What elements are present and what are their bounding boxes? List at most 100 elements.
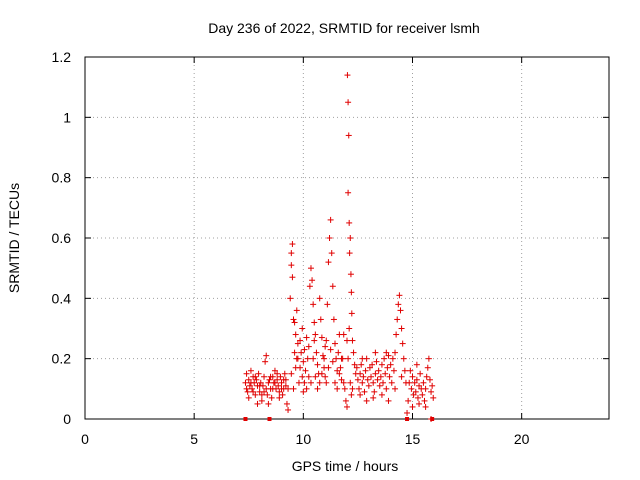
y-axis-label: SRMTID / TECUs (6, 183, 22, 293)
y-tick-label: 0.8 (52, 170, 72, 186)
data-point (376, 382, 383, 389)
data-point (252, 391, 259, 398)
data-point (340, 379, 347, 386)
data-point (258, 397, 265, 404)
data-point (250, 388, 257, 395)
data-point (243, 385, 250, 392)
data-point (301, 379, 308, 386)
data-point (265, 400, 272, 407)
data-point (368, 373, 375, 380)
data-point (364, 376, 371, 383)
data-point (277, 373, 284, 380)
data-point (345, 355, 352, 362)
data-point (243, 370, 250, 377)
data-point (420, 379, 427, 386)
data-point (389, 355, 396, 362)
data-point (318, 334, 325, 341)
data-point (347, 235, 354, 241)
data-point (328, 250, 335, 257)
x-tick-label: 5 (190, 431, 198, 447)
data-point (407, 367, 414, 374)
data-point (421, 397, 428, 404)
data-point (344, 403, 350, 410)
data-point (316, 379, 323, 386)
data-point (369, 361, 376, 368)
data-point (264, 391, 271, 398)
data-point (429, 382, 436, 389)
data-point (365, 382, 372, 389)
data-point (271, 367, 278, 374)
data-point (417, 370, 424, 377)
data-point (304, 355, 311, 362)
data-point (289, 241, 296, 248)
data-points (242, 72, 437, 422)
data-point (318, 370, 325, 377)
data-point (385, 397, 392, 404)
data-point (394, 316, 401, 323)
data-point (397, 307, 404, 314)
data-point (287, 295, 294, 302)
data-point (293, 307, 300, 314)
data-point (416, 400, 423, 407)
data-point (301, 346, 308, 353)
data-point (372, 349, 379, 356)
data-point (280, 385, 287, 392)
data-point (347, 271, 354, 278)
data-point (256, 382, 263, 389)
data-point (344, 337, 350, 344)
data-point (395, 301, 402, 308)
data-point (257, 379, 264, 386)
data-point (408, 385, 415, 392)
data-point (325, 364, 332, 371)
data-point (359, 355, 366, 362)
data-point (288, 262, 295, 269)
data-point (302, 367, 309, 374)
data-point (244, 388, 251, 395)
data-point (282, 382, 289, 389)
data-point (300, 388, 307, 395)
zero-marker (430, 417, 435, 421)
data-point (269, 385, 276, 392)
data-point (253, 376, 260, 383)
data-point (337, 364, 344, 371)
data-point (292, 331, 299, 338)
data-point (313, 349, 320, 356)
data-point (393, 331, 400, 338)
data-point (289, 274, 296, 281)
data-point (384, 364, 391, 371)
data-point (387, 361, 394, 368)
data-point (375, 367, 382, 374)
data-point (348, 391, 355, 398)
data-point (425, 355, 432, 362)
data-point (265, 379, 272, 386)
data-point (314, 385, 321, 392)
data-point (347, 379, 354, 386)
data-point (371, 388, 378, 395)
data-point (329, 283, 336, 290)
x-tick-label: 15 (405, 431, 421, 447)
data-point (261, 373, 268, 380)
y-tick-label: 0 (63, 411, 71, 427)
data-point (345, 189, 352, 196)
data-point (378, 361, 385, 368)
data-point (276, 388, 283, 395)
data-point (416, 382, 423, 389)
data-point (266, 376, 273, 383)
data-point (412, 388, 419, 395)
y-tick-label: 0.6 (52, 230, 72, 246)
data-point (298, 349, 305, 356)
data-point (261, 388, 268, 395)
data-point (263, 385, 270, 392)
data-point (297, 337, 304, 344)
data-point (295, 379, 302, 386)
data-point (276, 394, 283, 401)
data-point (300, 358, 307, 365)
data-point (274, 376, 281, 383)
data-point (285, 406, 292, 413)
data-point (316, 295, 323, 302)
axis-ticks: 0 5 10 15 20 0 0.2 0.4 0.6 0.8 1 1.2 (52, 49, 609, 447)
data-point (319, 352, 326, 359)
data-point (245, 394, 252, 401)
data-point (372, 370, 379, 377)
